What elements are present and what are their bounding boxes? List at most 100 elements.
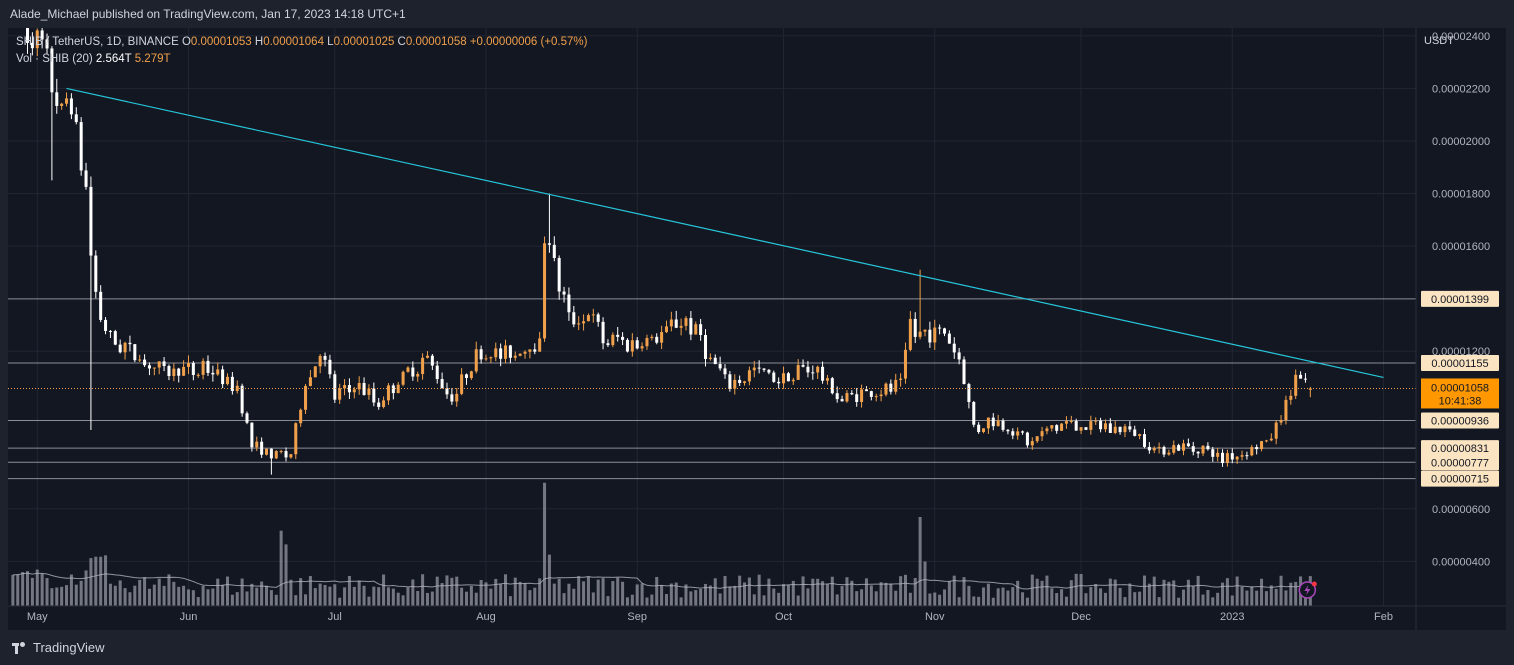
candle-body <box>816 366 820 373</box>
volume-bar <box>918 517 922 606</box>
candle-body <box>1211 449 1215 457</box>
volume-bar <box>747 577 751 606</box>
level-price-tag <box>1421 412 1499 429</box>
candle-body <box>440 379 444 389</box>
volume-bar <box>1225 578 1229 606</box>
volume-bar <box>518 581 522 606</box>
candle-body <box>113 331 117 345</box>
volume-bar <box>425 592 429 606</box>
candle-body <box>879 394 883 397</box>
time-tick-label: Jun <box>180 611 198 623</box>
volume-bar <box>845 577 849 606</box>
candle-body <box>708 357 712 359</box>
volume-bar <box>967 585 971 606</box>
candle-body <box>601 321 605 344</box>
volume-bar <box>113 585 117 606</box>
candle-body <box>1074 421 1078 431</box>
volume-bar <box>235 592 239 606</box>
level-price-label: 0.00001399 <box>1431 294 1489 306</box>
volume-bar <box>586 576 590 606</box>
candle-body <box>1094 420 1098 422</box>
candle-body <box>572 312 576 325</box>
volume-bar <box>1128 583 1132 606</box>
volume-bar <box>933 592 937 606</box>
candle-body <box>874 396 878 398</box>
candle-body <box>1264 440 1268 442</box>
volume-bar <box>206 589 210 606</box>
volume-bar <box>421 574 425 606</box>
candle-body <box>328 359 332 375</box>
candle-body <box>299 409 303 424</box>
candle-body <box>1303 378 1307 380</box>
level-price-tag <box>1421 354 1499 371</box>
candle-body <box>177 368 181 376</box>
volume-bar <box>74 584 78 606</box>
volume-bar <box>255 587 259 606</box>
volume-bar <box>650 594 654 606</box>
legend-price-line: SHIB / TetherUS, 1D, BINANCE O0.00001053… <box>16 34 587 51</box>
candle-body <box>1030 441 1034 446</box>
candle-body <box>660 332 664 343</box>
level-price-label: 0.00000936 <box>1431 416 1489 428</box>
candle-body <box>723 368 727 375</box>
legend: SHIB / TetherUS, 1D, BINANCE O0.00001053… <box>16 34 587 68</box>
candle-body <box>74 114 78 123</box>
volume-bar <box>16 574 20 606</box>
candle-body <box>977 424 981 433</box>
candle-body <box>782 373 786 384</box>
candle-body <box>1279 420 1283 423</box>
candle-body <box>864 389 868 392</box>
legend-volume-line: Vol · SHIB (20) 2.564T 5.279T <box>16 51 587 68</box>
candle-body <box>225 376 230 385</box>
volume-bar <box>703 583 708 606</box>
candle-body <box>801 365 805 367</box>
volume-bar <box>572 588 576 606</box>
legend-volume-ma: 5.279T <box>134 53 171 65</box>
price-tick-label: 0.00000600 <box>1432 504 1490 516</box>
volume-bar <box>1089 587 1093 606</box>
candle-body <box>1294 374 1298 396</box>
volume-bar <box>538 578 542 606</box>
volume-bar <box>60 586 64 606</box>
tradingview-logo[interactable]: TradingView <box>12 640 105 655</box>
candle-body <box>484 358 488 360</box>
volume-bar <box>1045 575 1049 606</box>
volume-bar <box>1050 588 1054 606</box>
volume-bar <box>196 597 200 606</box>
volume-bar <box>591 592 595 606</box>
volume-bar <box>952 575 956 606</box>
candle-body <box>416 374 420 377</box>
candle-body <box>689 318 693 335</box>
volume-bar <box>1035 578 1039 606</box>
volume-bar <box>582 581 586 606</box>
volume-bar <box>225 576 230 606</box>
candle-body <box>1260 441 1264 450</box>
volume-bar <box>908 592 912 606</box>
overlays <box>8 87 1416 599</box>
volume-bar <box>923 561 927 606</box>
volume-bar <box>479 579 483 606</box>
volume-bar <box>352 586 356 606</box>
candle-body <box>806 366 810 373</box>
volume-bar <box>211 588 215 606</box>
candle-body <box>391 385 395 394</box>
volume-bar <box>1016 580 1020 606</box>
volume-bar <box>333 584 337 606</box>
candle-body <box>343 385 347 389</box>
candle-body <box>786 373 790 382</box>
candle-body <box>372 388 376 403</box>
candle-body <box>899 378 903 380</box>
candle-body <box>664 326 668 333</box>
candle-body <box>45 39 49 49</box>
candle-body <box>386 385 390 401</box>
candle-body <box>591 314 595 316</box>
volume-bar <box>108 583 112 606</box>
candle-body <box>982 428 986 433</box>
bottom-bar: TradingView <box>0 630 1514 665</box>
volume-bar <box>533 587 537 606</box>
chart-area[interactable]: USDT 0.00002400 0.00002200 0.00002000 0.0000… <box>8 0 1506 630</box>
volume-bar <box>1206 590 1210 606</box>
volume-bar <box>450 577 454 606</box>
volume-bar <box>143 577 147 606</box>
